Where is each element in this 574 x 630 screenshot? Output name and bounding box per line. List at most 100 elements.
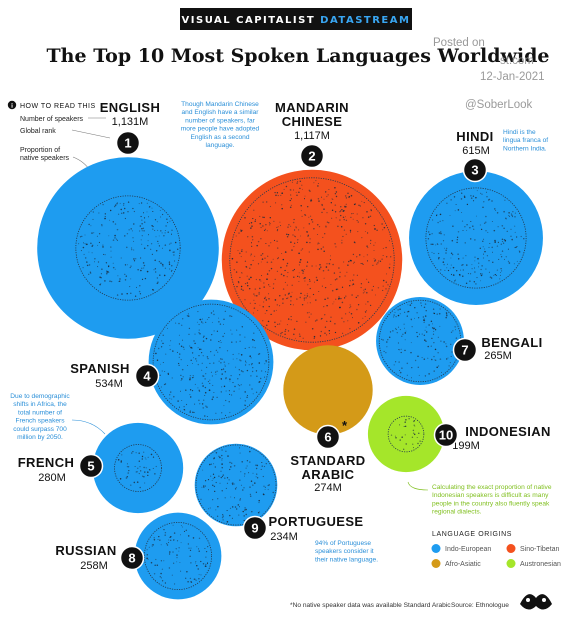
- svg-text:shifts in Africa, the: shifts in Africa, the: [13, 401, 67, 408]
- legend-label-0: Indo-European: [445, 546, 491, 553]
- native-stipple-rank-9: [200, 447, 274, 523]
- howto-title: HOW TO READ THIS: [20, 103, 96, 110]
- rank-number-8: 8: [128, 551, 135, 566]
- svg-text:Though Mandarin Chinese: Though Mandarin Chinese: [181, 101, 259, 108]
- source: Source: Ethnologue: [451, 602, 509, 609]
- svg-text:million by 2050.: million by 2050.: [17, 434, 63, 441]
- info-icon-glyph: i: [11, 103, 13, 110]
- footnote: *No native speaker data was available St…: [290, 602, 451, 609]
- svg-text:speakers consider it: speakers consider it: [315, 548, 374, 555]
- native-ring-rank-2: [229, 177, 395, 343]
- rank-badge-8: [119, 545, 145, 571]
- lang-name-rank-7: BENGALI: [481, 335, 542, 350]
- svg-text:regional dialects.: regional dialects.: [432, 509, 482, 516]
- banner-bar: [180, 8, 412, 30]
- note-leader-french: [71, 419, 106, 435]
- bubble-rank-10: [367, 395, 445, 473]
- bubble-rank-3: [409, 171, 543, 305]
- howto-rank-label: Global rank: [20, 128, 56, 135]
- rank-number-4: 4: [143, 369, 151, 384]
- svg-text:Due to demographic: Due to demographic: [10, 393, 70, 400]
- rank-badge-6: [315, 424, 341, 450]
- bubble-rank-8: [134, 512, 222, 600]
- bubble-layer: [37, 157, 543, 600]
- svg-text:Northern India.: Northern India.: [503, 145, 547, 152]
- rank-badge-5: [78, 453, 104, 479]
- rank-number-7: 7: [461, 343, 468, 358]
- bubble-rank-9: [194, 443, 278, 527]
- native-stipple-rank-8: [146, 524, 209, 585]
- svg-text:Hindi is the: Hindi is the: [503, 129, 536, 136]
- native-stipple-rank-5: [117, 450, 157, 489]
- native-ring-rank-4: [152, 303, 270, 421]
- note-indonesian: Calculating the exact proportion of nati…: [432, 484, 552, 516]
- lang-name-rank-3: HINDI: [456, 129, 493, 144]
- lang-name-rank-2: MANDARIN: [275, 100, 349, 115]
- bubble-rank-6: [283, 345, 373, 435]
- native-ring-rank-8: [144, 522, 212, 590]
- svg-text:Calculating the exact proporti: Calculating the exact proportion of nati…: [432, 484, 552, 491]
- bubble-rank-1: [37, 157, 219, 339]
- lang-name-rank-4: SPANISH: [70, 361, 130, 376]
- native-ring-rank-1: [75, 195, 181, 301]
- legend-title: LANGUAGE ORIGINS: [432, 531, 512, 538]
- svg-text:could surpass 700: could surpass 700: [13, 426, 67, 433]
- speakers-label-rank-5: 280M: [38, 472, 66, 484]
- svg-text:94% of Portuguese: 94% of Portuguese: [315, 540, 371, 547]
- rank-number-9: 9: [251, 521, 258, 536]
- native-stipple-rank-7: [380, 302, 458, 379]
- native-stipple-rank-1: [78, 201, 179, 297]
- lang-name-rank-9: PORTUGUESE: [268, 514, 363, 529]
- howto-native-label-2: native speakers: [20, 155, 70, 162]
- rank-number-10: 10: [439, 428, 453, 443]
- bubble-rank-4: [148, 299, 274, 425]
- svg-text:and English have a similar: and English have a similar: [182, 109, 260, 116]
- speakers-label-rank-10: 199M: [452, 440, 480, 452]
- note-leader-indonesian: [407, 481, 429, 491]
- lang-name-rank-5: FRENCH: [18, 455, 75, 470]
- watermark-site: st.com: [500, 55, 534, 67]
- native-stipple-rank-3: [427, 190, 525, 285]
- legend-swatch-3: [506, 559, 516, 568]
- legend-label-2: Afro-Asiatic: [445, 561, 481, 568]
- native-ring-rank-3: [425, 187, 527, 289]
- rank-badge-3: [462, 157, 488, 183]
- bubble-rank-7: [376, 297, 464, 385]
- native-ring-rank-9: [195, 444, 277, 526]
- visual-capitalist-logo: [520, 594, 552, 610]
- speakers-label-rank-9: 234M: [270, 531, 298, 543]
- info-icon: [7, 100, 17, 110]
- svg-text:number of speakers, far: number of speakers, far: [185, 117, 255, 124]
- svg-text:lingua franca of: lingua franca of: [503, 137, 548, 144]
- legend-label-1: Sino-Tibetan: [520, 546, 560, 553]
- native-stipple-rank-4: [155, 310, 267, 417]
- svg-text:more people have adopted: more people have adopted: [181, 126, 260, 133]
- howto-leader-rank: [71, 129, 111, 139]
- watermark-posted: Posted on: [433, 37, 485, 49]
- speakers-label-rank-4: 534M: [95, 378, 123, 390]
- legend-swatch-1: [506, 544, 516, 553]
- speakers-label-rank-1: 1,131M: [112, 116, 149, 128]
- legend: Indo-European Sino-Tibetan Afro-Asiatic Aus…: [431, 544, 561, 568]
- legend-swatch-0: [431, 544, 441, 553]
- speakers-label-rank-6: 274M: [314, 482, 342, 494]
- rank-number-3: 3: [471, 163, 478, 178]
- native-ring-rank-10: [387, 415, 425, 453]
- howto-native-label-1: Proportion of: [20, 147, 60, 154]
- speakers-label-rank-2: 1,117M: [294, 130, 330, 142]
- bubble-rank-2: [221, 169, 403, 351]
- legend-swatch-2: [431, 559, 441, 568]
- svg-text:people in the country also flu: people in the country also fluently spea…: [432, 500, 550, 507]
- native-ring-rank-5: [114, 444, 162, 492]
- watermark-date: 12-Jan-2021: [480, 71, 545, 83]
- rank-badge-10: [433, 422, 459, 448]
- howto-speakers-label: Number of speakers: [20, 116, 84, 123]
- rank-badge-9: [242, 515, 268, 541]
- rank-number-5: 5: [87, 459, 94, 474]
